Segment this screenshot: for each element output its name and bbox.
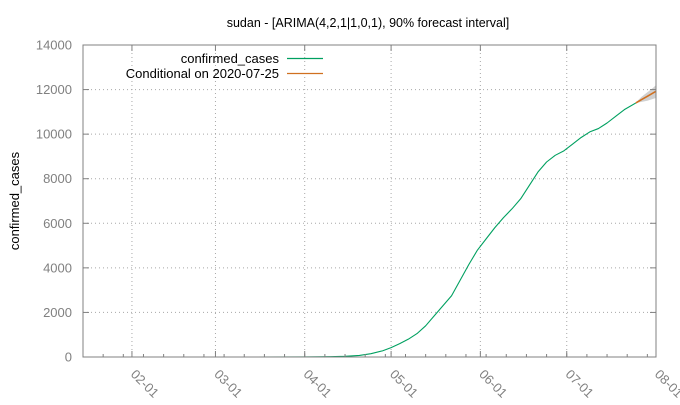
y-tick-label: 0 — [65, 350, 72, 365]
y-tick-label: 8000 — [43, 171, 72, 186]
y-axis-title: confirmed_cases — [7, 151, 22, 250]
y-tick-label: 4000 — [43, 260, 72, 275]
grid — [83, 44, 657, 357]
x-tick-label: 08-01 — [652, 367, 680, 400]
legend-label: confirmed_cases — [181, 51, 280, 66]
series-layer — [83, 90, 657, 358]
y-tick-label: 14000 — [36, 38, 72, 53]
x-tick-label: 06-01 — [476, 367, 510, 400]
x-tick-label: 07-01 — [563, 367, 597, 400]
y-axis-ticks: 0 2000 4000 6000 8000 10000 12000 14000 — [36, 38, 656, 365]
chart-title: sudan - [ARIMA(4,2,1|1,0,1), 90% forecas… — [227, 16, 510, 30]
y-tick-label: 6000 — [43, 216, 72, 231]
legend-label: Conditional on 2020-07-25 — [126, 66, 279, 81]
series-line-confirmed-cases — [83, 102, 637, 358]
y-tick-label: 2000 — [43, 305, 72, 320]
y-tick-label: 12000 — [36, 82, 72, 97]
x-tick-label: 04-01 — [301, 367, 335, 400]
x-axis-ticks: 02-01 03-01 04-01 05-01 06-01 07-01 08-01 — [82, 45, 680, 401]
plot-frame — [82, 44, 657, 358]
series-line-forecast — [635, 90, 657, 104]
x-tick-label: 02-01 — [128, 367, 162, 400]
x-tick-label: 03-01 — [211, 367, 245, 400]
y-tick-label: 10000 — [36, 127, 72, 142]
x-tick-label: 05-01 — [387, 367, 421, 400]
